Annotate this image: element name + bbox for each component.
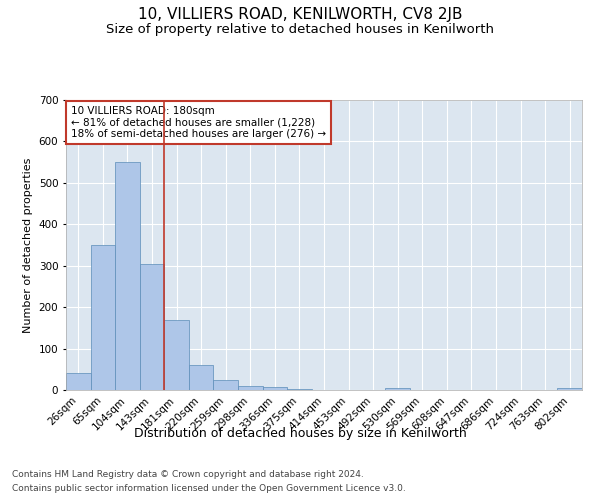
Text: Distribution of detached houses by size in Kenilworth: Distribution of detached houses by size … [134,428,466,440]
Bar [140,264,164,390]
Text: 10 VILLIERS ROAD: 180sqm
← 81% of detached houses are smaller (1,228)
18% of sem: 10 VILLIERS ROAD: 180sqm ← 81% of detach… [71,106,326,139]
Bar [66,374,91,390]
Bar [287,389,312,390]
Bar [164,320,189,390]
Bar [115,162,140,390]
Bar [214,380,238,390]
Bar [557,388,582,390]
Y-axis label: Number of detached properties: Number of detached properties [23,158,33,332]
Text: Contains HM Land Registry data © Crown copyright and database right 2024.: Contains HM Land Registry data © Crown c… [12,470,364,479]
Bar [263,387,287,390]
Text: Size of property relative to detached houses in Kenilworth: Size of property relative to detached ho… [106,22,494,36]
Bar [238,386,263,390]
Bar [385,388,410,390]
Text: Contains public sector information licensed under the Open Government Licence v3: Contains public sector information licen… [12,484,406,493]
Bar [189,365,214,390]
Bar [91,245,115,390]
Text: 10, VILLIERS ROAD, KENILWORTH, CV8 2JB: 10, VILLIERS ROAD, KENILWORTH, CV8 2JB [138,8,462,22]
